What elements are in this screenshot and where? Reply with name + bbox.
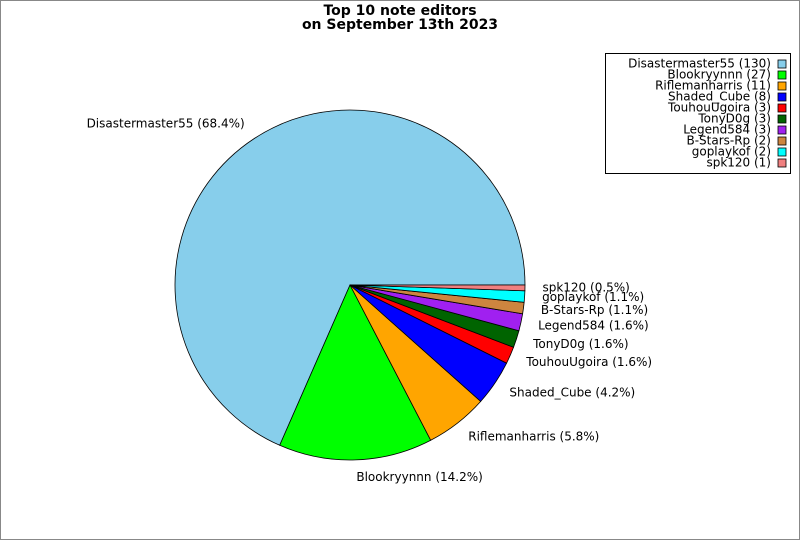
legend-label: Riflemanharris (11)	[655, 79, 771, 93]
legend-swatch	[777, 103, 787, 113]
legend-swatch	[777, 92, 787, 102]
pie-slice	[174, 109, 526, 446]
legend-box	[605, 53, 791, 174]
legend-swatch	[777, 136, 787, 146]
legend-label: TonyD0g (3)	[697, 112, 771, 126]
slice-label: spk120 (0.5%)	[542, 281, 629, 295]
slice-label: Blookryynnn (14.2%)	[356, 470, 482, 484]
legend-label: Blookryynnn (27)	[667, 68, 771, 82]
legend-label: Legend584 (3)	[683, 123, 771, 137]
slice-label: TouhouUgoira (1.6%)	[525, 355, 652, 369]
legend-label: spk120 (1)	[706, 156, 771, 170]
pie-slice	[349, 284, 526, 292]
chart-title: Top 10 note editors	[323, 3, 476, 19]
slice-label: Riflemanharris (5.8%)	[468, 429, 599, 443]
chart-subtitle: on September 13th 2023	[302, 17, 498, 33]
legend-swatch	[777, 125, 787, 135]
slice-label: Legend584 (1.6%)	[538, 319, 649, 333]
legend-swatch	[777, 147, 787, 157]
slice-label: TonyD0g (1.6%)	[532, 337, 629, 351]
legend-label: Shaded_Cube (8)	[668, 90, 771, 104]
legend-swatch	[777, 158, 787, 168]
legend-swatch	[777, 81, 787, 91]
slice-label: Disastermaster55 (68.4%)	[87, 116, 245, 130]
slice-label: goplaykof (1.1%)	[542, 290, 644, 304]
slice-label: B-Stars-Rp (1.1%)	[541, 303, 648, 317]
legend-label: TouhouUgoira (3)	[667, 101, 771, 115]
slice-label: Shaded_Cube (4.2%)	[509, 385, 635, 399]
legend-swatch	[777, 114, 787, 124]
legend-swatch	[777, 70, 787, 80]
pie-slice	[279, 284, 432, 461]
legend-label: B-Stars-Rp (2)	[686, 134, 771, 148]
legend-swatch	[777, 59, 787, 69]
legend-label: Disastermaster55 (130)	[628, 57, 771, 71]
legend-label: goplaykof (2)	[692, 145, 771, 159]
